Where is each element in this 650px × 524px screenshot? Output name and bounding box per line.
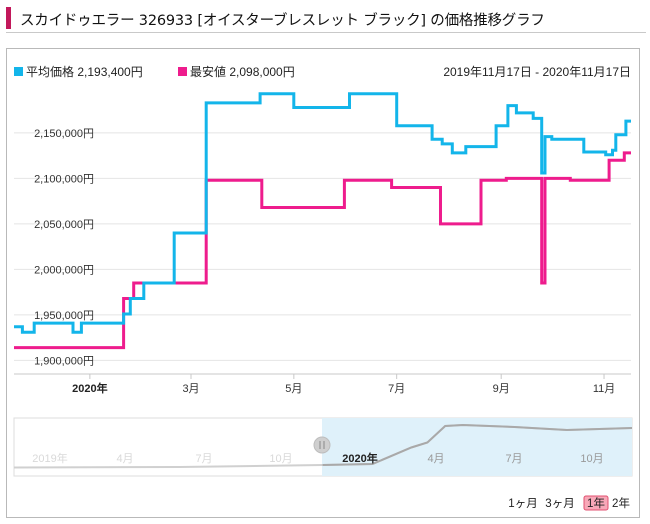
avg-price-line[interactable] bbox=[14, 92, 631, 334]
y-tick-label: 2,000,000円 bbox=[34, 264, 94, 276]
range-button-label[interactable]: 2年 bbox=[612, 496, 630, 510]
x-tick-label: 7月 bbox=[388, 383, 405, 395]
y-tick-label: 1,900,000円 bbox=[34, 355, 94, 367]
x-tick-label: 11月 bbox=[593, 383, 615, 395]
navigator-label: 10月 bbox=[580, 453, 603, 465]
navigator-line bbox=[13, 423, 633, 469]
navigator-left-handle[interactable] bbox=[313, 436, 331, 454]
y-tick-label: 2,100,000円 bbox=[34, 173, 94, 185]
range-button-0[interactable]: 1ヶ月 bbox=[508, 498, 537, 510]
page-title: スカイドゥエラー 326933 [オイスターブレスレット ブラック] の価格推移… bbox=[20, 13, 545, 29]
y-axis: 1,900,000円 1,950,000円 2,000,000円 2,050,000円… bbox=[34, 128, 94, 367]
range-button-label[interactable]: 3ヶ月 bbox=[545, 498, 574, 510]
navigator-selected-line bbox=[322, 423, 633, 466]
y-tick-label: 1,950,000円 bbox=[34, 310, 94, 322]
navigator-label: 4月 bbox=[427, 453, 444, 465]
x-axis: 2020年 3月 5月 7月 9月 11月 bbox=[72, 374, 615, 395]
legend-avg-label[interactable]: 平均価格 2,193,400円 bbox=[26, 64, 143, 79]
x-tick-label: 9月 bbox=[493, 383, 510, 395]
x-tick-label: 3月 bbox=[182, 383, 199, 395]
navigator-label: 7月 bbox=[195, 453, 212, 465]
navigator: 2019年 4月 7月 10月 2020年 4月 7月 10月 bbox=[13, 417, 633, 477]
y-tick-label: 2,050,000円 bbox=[34, 219, 94, 231]
navigator-label: 7月 bbox=[505, 453, 522, 465]
title-bar: スカイドゥエラー 326933 [オイスターブレスレット ブラック] の価格推移… bbox=[6, 6, 646, 33]
legend-min-swatch[interactable] bbox=[178, 67, 187, 76]
navigator-label: 2020年 bbox=[342, 451, 377, 465]
date-range-label: 2019年11月17日 - 2020年11月17日 bbox=[443, 65, 631, 79]
range-button-1[interactable]: 3ヶ月 bbox=[545, 498, 574, 510]
x-tick-label: 2020年 bbox=[72, 381, 107, 395]
range-selector: 1ヶ月 3ヶ月 1年 2年 bbox=[508, 495, 630, 511]
y-tick-label: 2,150,000円 bbox=[34, 128, 94, 140]
range-button-label[interactable]: 1年 bbox=[587, 496, 605, 510]
navigator-label: 4月 bbox=[116, 453, 133, 465]
min-price-line[interactable] bbox=[14, 151, 631, 350]
range-button-3[interactable]: 2年 bbox=[612, 496, 630, 510]
plot-grid bbox=[14, 132, 631, 375]
legend-avg-swatch[interactable] bbox=[14, 67, 23, 76]
navigator-labels: 2019年 4月 7月 10月 2020年 4月 7月 10月 bbox=[32, 451, 603, 465]
series-layer bbox=[14, 92, 631, 350]
range-button-2[interactable]: 1年 bbox=[583, 495, 609, 511]
navigator-label: 10月 bbox=[269, 453, 292, 465]
navigator-label: 2019年 bbox=[32, 451, 67, 465]
range-button-label[interactable]: 1ヶ月 bbox=[508, 498, 537, 510]
legend: 平均価格 2,193,400円 最安値 2,098,000円 2019年11月1… bbox=[14, 64, 631, 79]
navigator-selection[interactable] bbox=[322, 418, 632, 476]
x-tick-label: 5月 bbox=[285, 383, 302, 395]
title-accent bbox=[6, 7, 11, 29]
chart-frame bbox=[6, 48, 640, 518]
legend-min-label[interactable]: 最安値 2,098,000円 bbox=[190, 64, 295, 79]
range-button-selected-bg bbox=[583, 495, 609, 511]
